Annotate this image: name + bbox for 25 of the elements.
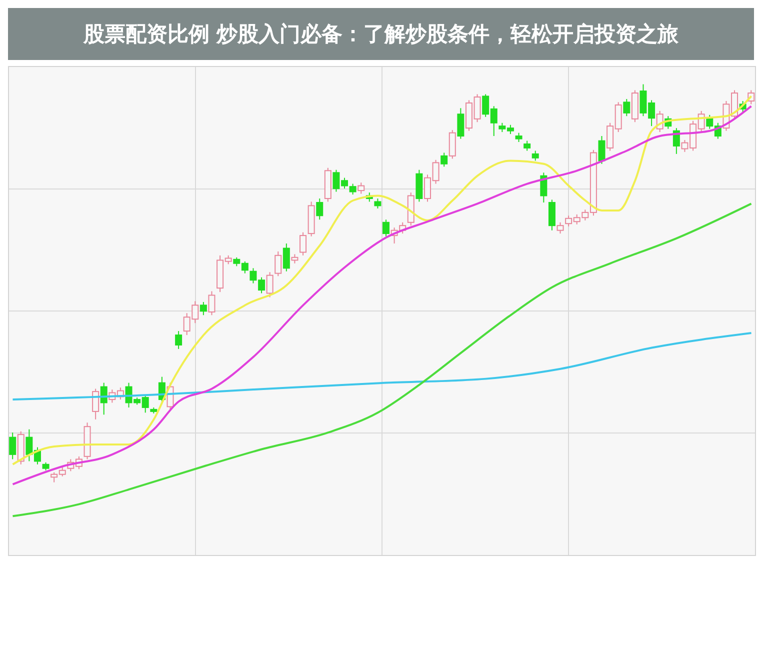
candlestick [374, 198, 382, 209]
candlestick [548, 199, 556, 231]
candlestick [300, 232, 307, 256]
candlestick [175, 330, 182, 350]
candlestick [524, 140, 531, 152]
candlestick [448, 130, 456, 160]
candlestick [382, 219, 390, 237]
candlestick [200, 301, 207, 316]
candlestick [291, 254, 298, 264]
candlestick [9, 432, 16, 460]
chart-title: 股票配资比例 炒股入门必备：了解炒股条件，轻松开启投资之旅 [8, 8, 754, 60]
candlestick [457, 108, 464, 140]
candlestick [358, 182, 365, 194]
candlestick [208, 290, 216, 316]
candlestick [282, 242, 290, 272]
candlestick [598, 136, 606, 164]
candlestick [440, 152, 448, 168]
candlestick [92, 388, 100, 420]
candlestick [532, 150, 539, 162]
candlestick [515, 132, 522, 142]
candlestick [316, 198, 324, 220]
candlestick [623, 98, 630, 117]
candlestick [556, 222, 564, 234]
candlestick [274, 250, 282, 277]
candlestick [266, 272, 274, 298]
